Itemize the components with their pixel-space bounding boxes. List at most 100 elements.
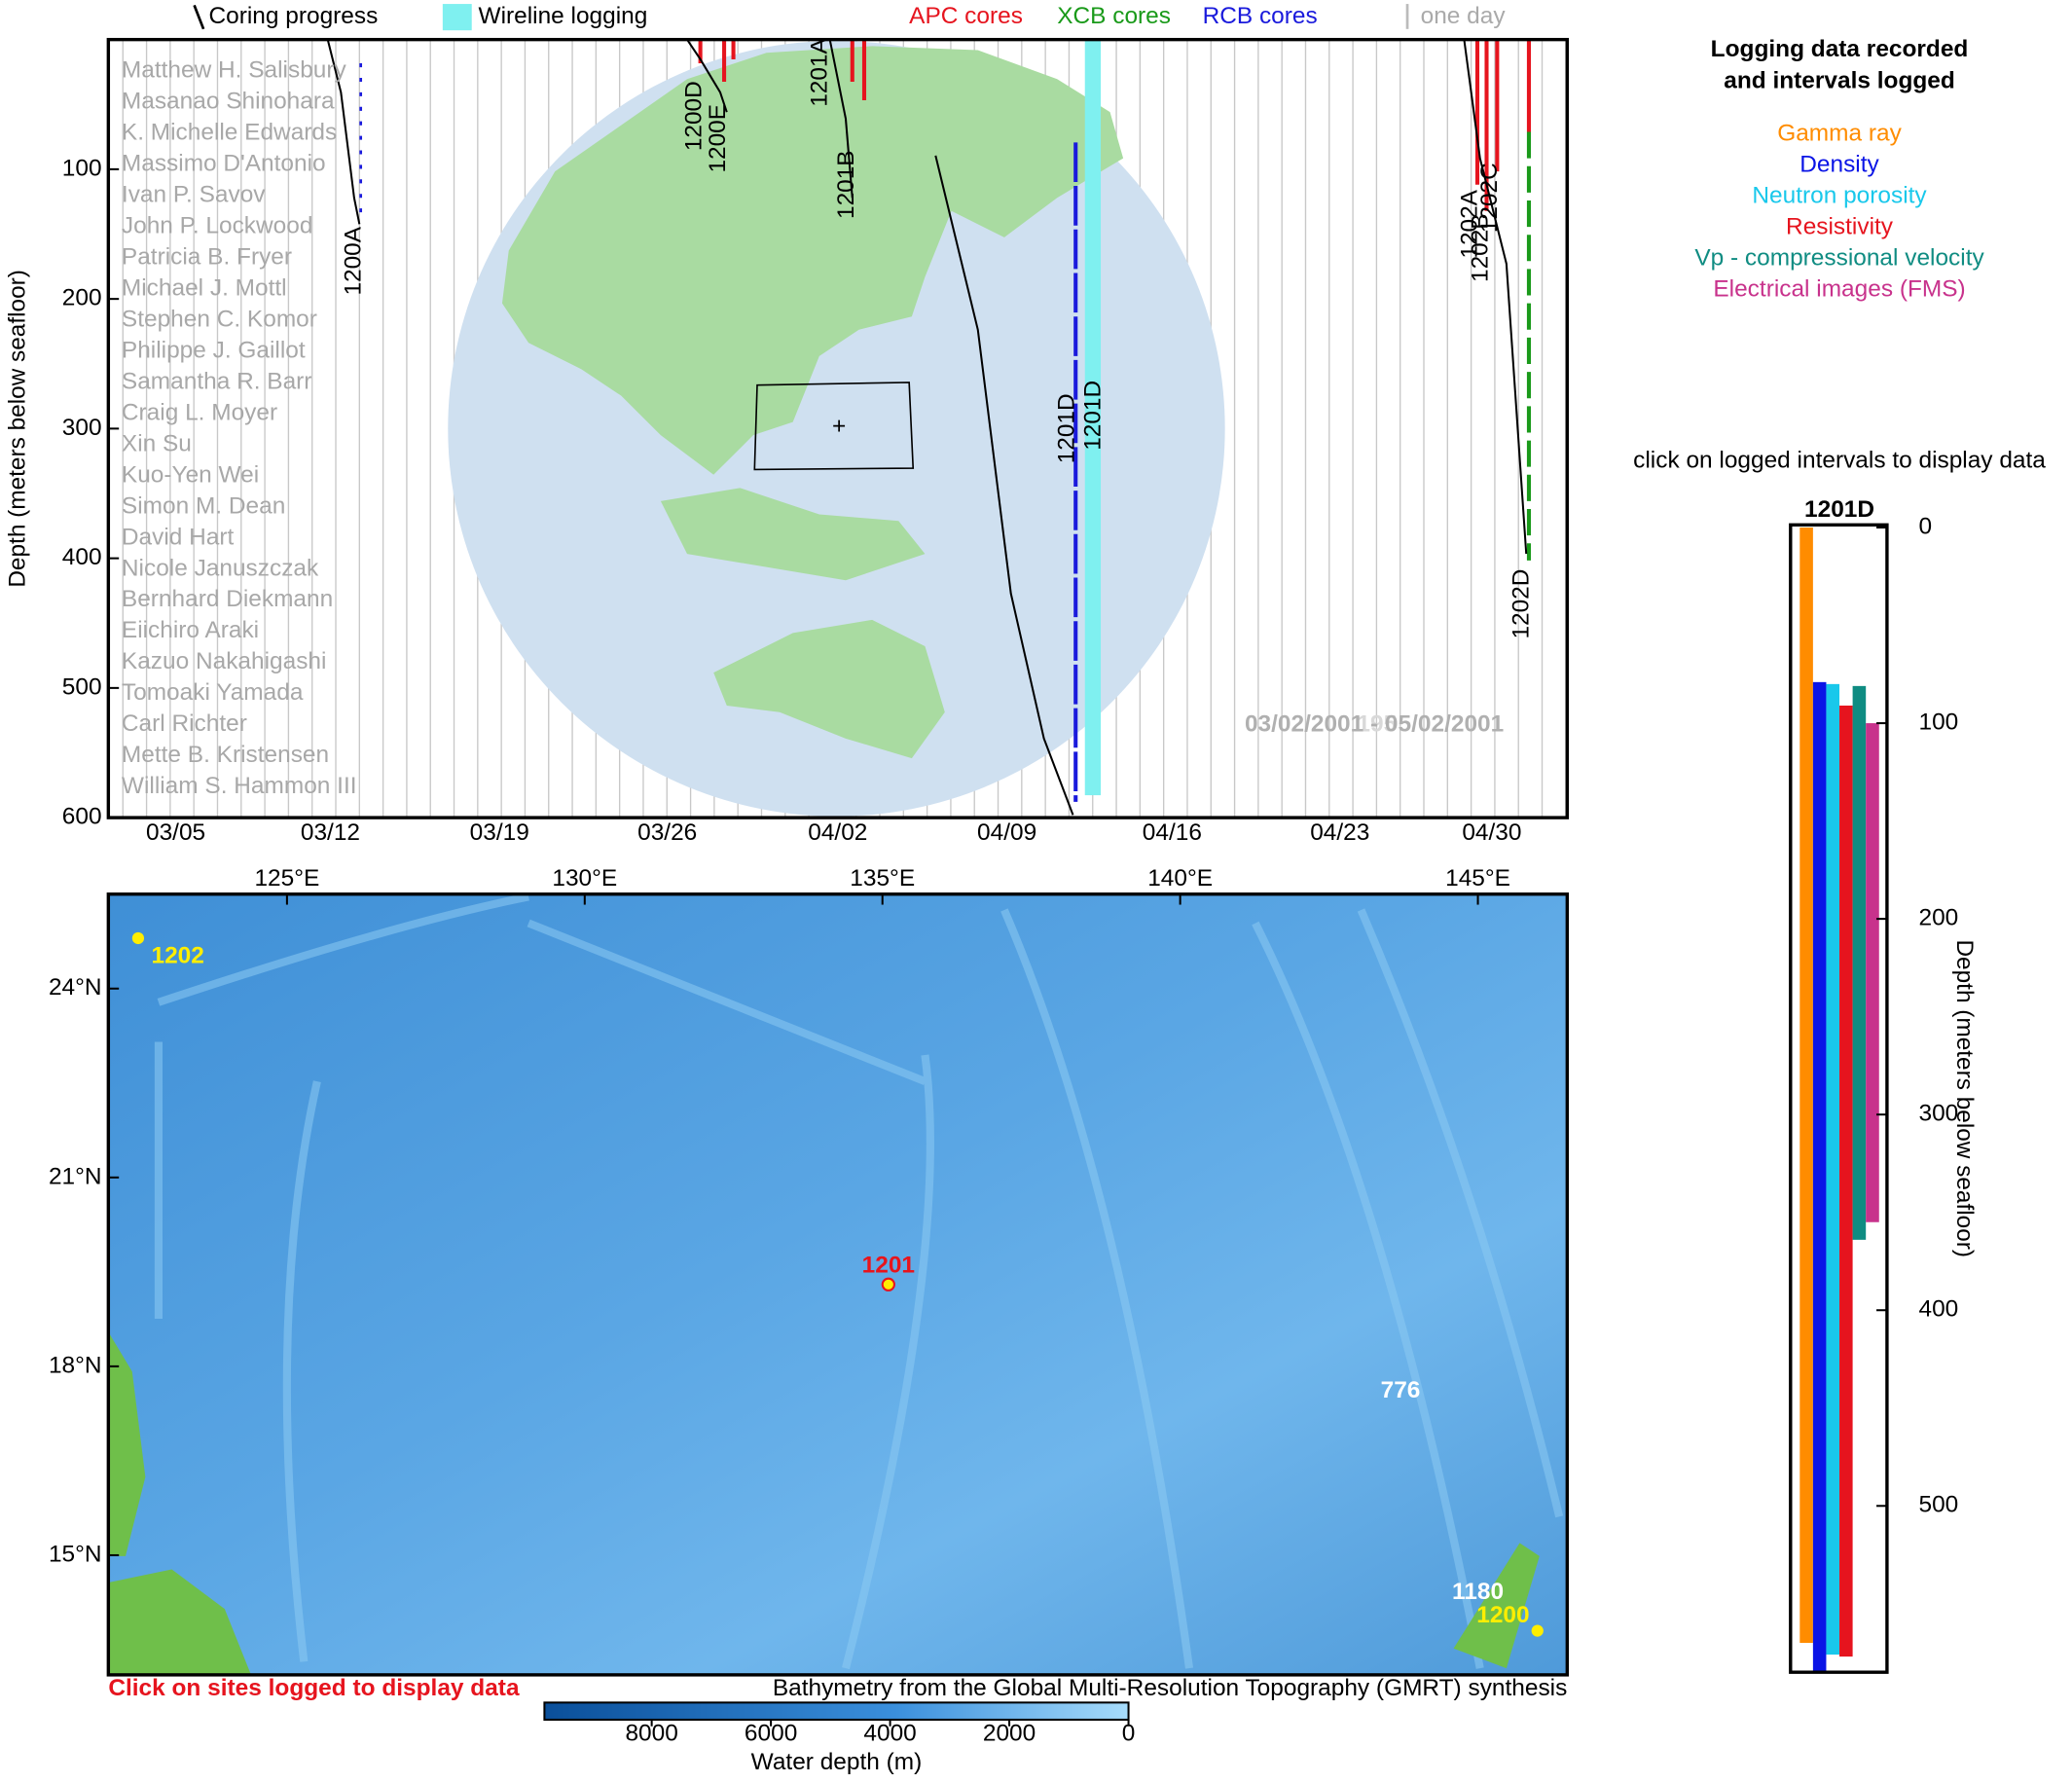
hole-label: 1201D xyxy=(1080,381,1107,451)
scientist-name: Stephen C. Komor xyxy=(122,306,317,332)
colorbar-ramp xyxy=(543,1701,1130,1721)
logging-legend-label: Resistivity xyxy=(1786,214,1894,240)
seafloor-relief xyxy=(154,892,1564,1670)
header-legend: Coring progress Wireline logging APC cor… xyxy=(209,3,1507,29)
legend-label: RCB cores xyxy=(1203,3,1318,29)
hole-label: 1200A xyxy=(340,226,366,295)
x-tick-label: 03/05 xyxy=(146,819,205,846)
x-tick-label: 03/12 xyxy=(301,819,360,846)
logged-interval[interactable] xyxy=(1826,683,1840,1656)
scientist-name: Eiichiro Araki xyxy=(122,617,259,643)
hole-label: 1200D xyxy=(681,81,708,151)
colorbar-tick-label: 6000 xyxy=(745,1720,797,1746)
map: 125°E 130°E 135°E 140°E 145°E 24°N 21°N 18°N 15°… xyxy=(49,865,1570,1701)
x-tick-label: 04/23 xyxy=(1310,819,1369,846)
scientist-name: Patricia B. Fryer xyxy=(122,244,292,271)
x-tick-label: 04/09 xyxy=(977,819,1036,846)
colorbar-tick-label: 8000 xyxy=(625,1720,677,1746)
logged-interval[interactable] xyxy=(1852,685,1867,1240)
y-tick-label: 400 xyxy=(62,544,102,570)
logged-interval[interactable] xyxy=(1839,705,1853,1657)
site-marker[interactable] xyxy=(881,1277,895,1292)
site-marker[interactable] xyxy=(131,931,145,945)
logging-legend-label: Gamma ray xyxy=(1777,121,1902,147)
coring-progress xyxy=(326,39,1528,816)
land xyxy=(660,488,926,581)
bathymetry xyxy=(108,893,1568,1675)
scientist-name: Masanao Shinohara xyxy=(122,89,335,115)
colorbar-tick-label: 0 xyxy=(1122,1720,1136,1746)
logging-y-title: Depth (meters below seafloor) xyxy=(1951,939,1978,1257)
lat-tick-label: 15°N xyxy=(49,1541,102,1567)
logged-interval[interactable] xyxy=(1866,723,1879,1222)
site-label[interactable]: 1200 xyxy=(1476,1602,1529,1628)
x-tick-label: 03/26 xyxy=(637,819,697,846)
sites: 1202 1201 1200 776 1180 xyxy=(131,931,1544,1637)
logging-legend-label: Electrical images (FMS) xyxy=(1713,276,1965,303)
logging-title: and intervals logged xyxy=(1724,67,1955,93)
site-label[interactable]: 1202 xyxy=(151,942,203,968)
scientist-name: Bernhard Diekmann xyxy=(122,586,333,612)
scientist-name: Nicole Januszczak xyxy=(122,555,319,581)
map-note: Click on sites logged to display data xyxy=(108,1675,520,1701)
colorbar: Water depth (m) 8000 6000 4000 2000 0 xyxy=(543,1701,1136,1775)
logging-bars xyxy=(1799,528,1879,1673)
expedition-dates: 03/02/2001 - 05/02/2001 xyxy=(1245,711,1504,738)
logging-legend-label: Neutron porosity xyxy=(1752,183,1927,209)
site-label[interactable]: 1201 xyxy=(862,1252,915,1278)
colorbar-tick-label: 2000 xyxy=(983,1720,1036,1746)
lon-tick-label: 135°E xyxy=(850,865,915,892)
map-ticks: 125°E 130°E 135°E 140°E 145°E 24°N 21°N 18°N 15°… xyxy=(49,865,1510,1567)
logging-y-tick-label: 100 xyxy=(1918,710,1958,736)
map-credit: Bathymetry from the Global Multi-Resolut… xyxy=(773,1675,1567,1701)
lon-tick-label: 130°E xyxy=(552,865,617,892)
scientist-name: Craig L. Moyer xyxy=(122,399,277,425)
land xyxy=(108,1331,146,1556)
scientist-name: Samantha R. Barr xyxy=(122,368,312,394)
land xyxy=(108,1569,251,1675)
logging-legend-label: Vp - compressional velocity xyxy=(1694,245,1984,272)
scientist-name: David Hart xyxy=(122,524,235,550)
y-tick-label: 100 xyxy=(62,155,102,181)
logging-y-tick-label: 200 xyxy=(1918,905,1958,931)
logging-title: Logging data recorded xyxy=(1711,36,1969,62)
scientist-name: Xin Su xyxy=(122,430,192,456)
legend-label: Wireline logging xyxy=(479,3,648,29)
legend-label: one day xyxy=(1421,3,1507,29)
lon-tick-label: 145°E xyxy=(1445,865,1510,892)
other-site-label: 1180 xyxy=(1452,1579,1504,1605)
lat-tick-label: 24°N xyxy=(49,974,102,1001)
map-frame xyxy=(106,892,1570,1677)
scientist-name: Philippe J. Gaillot xyxy=(122,337,306,363)
scientist-name: K. Michelle Edwards xyxy=(122,120,337,146)
region-box xyxy=(753,382,915,471)
hole-label: 1201A xyxy=(807,38,833,107)
legend-line xyxy=(193,4,205,30)
scientist-name: William S. Hammon III xyxy=(122,773,357,799)
wireline-logging xyxy=(1084,39,1102,796)
logged-interval[interactable] xyxy=(1799,528,1813,1644)
x-tick-label: 04/30 xyxy=(1462,819,1521,846)
legend-swatch xyxy=(442,4,472,31)
land xyxy=(1453,1543,1540,1669)
logged-interval[interactable] xyxy=(1812,681,1827,1673)
logging-frame xyxy=(1789,523,1889,1674)
expedition-number: 195 xyxy=(1357,711,1397,738)
y-tick-label: 500 xyxy=(62,673,102,700)
y-tick-label: 600 xyxy=(62,804,102,830)
scientist-name: Matthew H. Salisbury xyxy=(122,57,347,84)
site-marker[interactable] xyxy=(1531,1624,1544,1637)
scientist-name: John P. Lockwood xyxy=(122,213,313,239)
logging-y-tick-label: 300 xyxy=(1918,1101,1958,1127)
scientist-name: Tomoaki Yamada xyxy=(122,679,304,706)
scientist-name: Mette B. Kristensen xyxy=(122,742,329,768)
land xyxy=(713,619,945,759)
scientists: Matthew H. Salisbury Masanao Shinohara K. … xyxy=(122,57,357,799)
y-tick-label: 200 xyxy=(62,285,102,311)
scientist-name: Ivan P. Savov xyxy=(122,182,266,208)
lon-tick-label: 140°E xyxy=(1147,865,1213,892)
logging-y-tick-label: 500 xyxy=(1918,1492,1958,1518)
scientist-name: Kuo-Yen Wei xyxy=(122,461,259,488)
